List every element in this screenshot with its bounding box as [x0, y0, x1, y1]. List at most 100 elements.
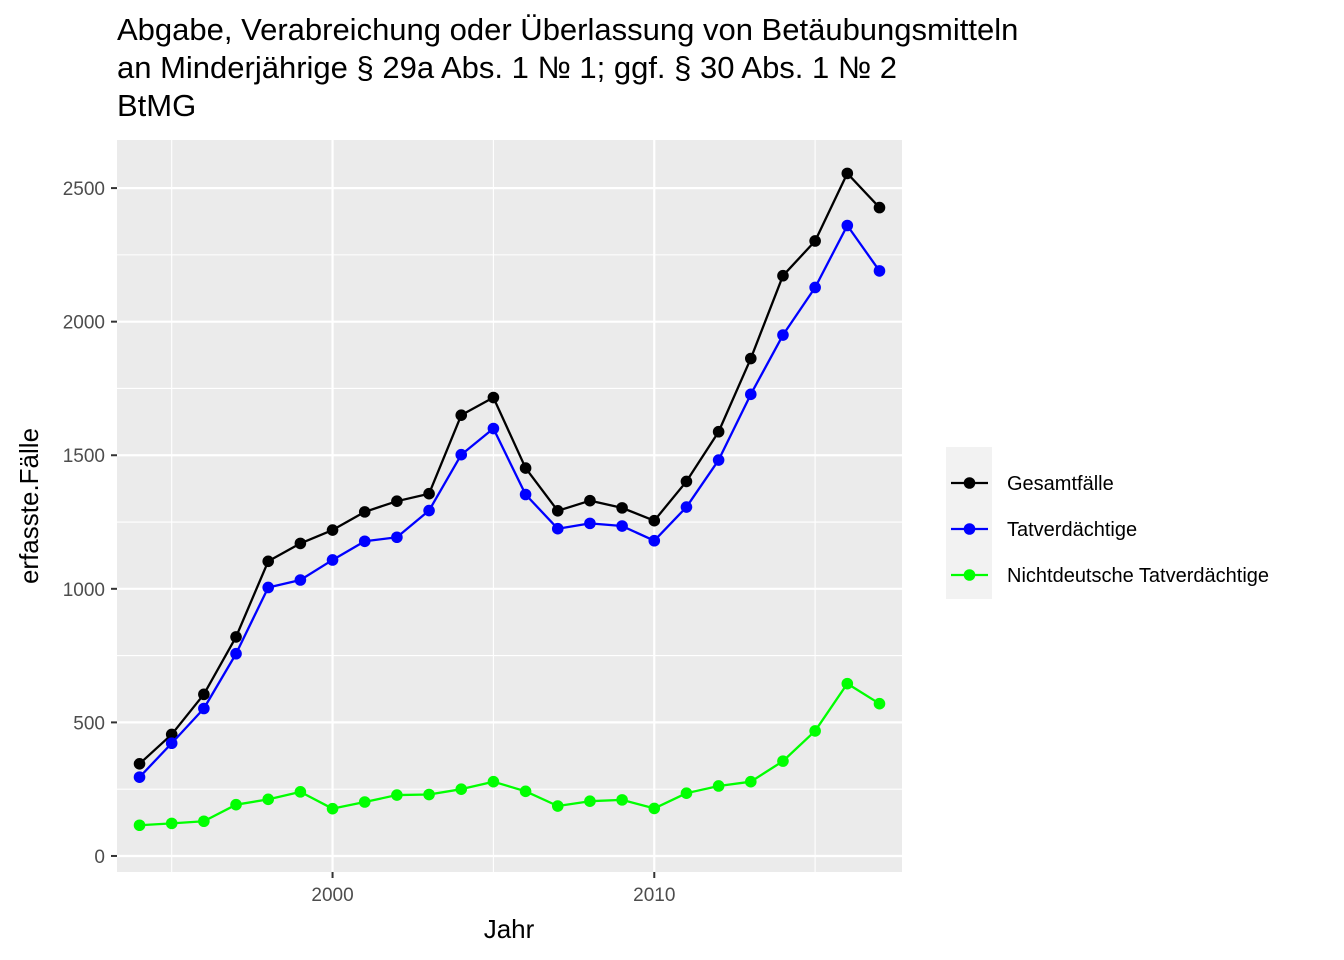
- x-tick-label: 2000: [311, 885, 353, 906]
- data-point: [262, 581, 275, 594]
- data-point: [262, 555, 275, 568]
- data-point: [584, 517, 596, 530]
- legend-label-nichtdeutsche-tatverdaechtige: Nichtdeutsche Tatverdächtige: [1007, 565, 1269, 587]
- data-point: [391, 789, 403, 801]
- data-point: [133, 819, 146, 832]
- data-point: [455, 448, 468, 461]
- data-point: [841, 219, 854, 232]
- data-point: [777, 329, 789, 341]
- data-point: [873, 265, 886, 277]
- data-point: [165, 737, 178, 750]
- x-tick-label: 2010: [633, 885, 675, 906]
- y-axis-title: erfasste.Fälle: [14, 428, 44, 584]
- data-point: [744, 775, 757, 788]
- data-point: [809, 281, 821, 294]
- data-point: [423, 487, 435, 500]
- data-point: [358, 796, 371, 808]
- y-tick-label: 0: [94, 847, 105, 868]
- y-tick-label: 1500: [63, 446, 105, 467]
- data-point: [230, 631, 242, 643]
- minor-gridlines: [117, 140, 902, 872]
- series-line: [138, 172, 881, 765]
- data-point: [133, 771, 146, 783]
- data-point: [744, 352, 757, 365]
- data-point: [198, 688, 210, 701]
- series-1: [133, 167, 886, 770]
- data-point: [326, 524, 339, 536]
- data-point: [809, 725, 821, 737]
- series-line: [138, 224, 881, 778]
- plot-panel: [117, 140, 902, 872]
- data-point: [777, 755, 789, 767]
- data-point: [519, 785, 532, 798]
- data-point: [680, 475, 693, 488]
- data-point: [519, 488, 532, 501]
- data-point: [648, 534, 661, 547]
- chart-title-line-3: BtMG: [117, 88, 196, 123]
- y-tick-label: 2500: [63, 179, 105, 200]
- data-point: [165, 728, 178, 741]
- data-point: [616, 502, 628, 514]
- y-tick-label: 2000: [63, 313, 105, 334]
- legend-label-tatverdaechtige: Tatverdächtige: [1007, 519, 1137, 541]
- x-axis-title: Jahr: [484, 914, 535, 944]
- data-point: [326, 802, 339, 815]
- data-point: [841, 167, 854, 180]
- data-point: [455, 409, 468, 421]
- data-point: [873, 201, 886, 214]
- data-point: [712, 780, 725, 792]
- data-point: [487, 422, 500, 435]
- legend-label-gesamtfaelle: Gesamtfälle: [1007, 473, 1114, 495]
- data-point: [551, 505, 564, 517]
- data-point: [358, 506, 371, 518]
- legend-key-point: [963, 569, 976, 581]
- data-point: [133, 758, 146, 770]
- chart-title-line-1: Abgabe, Verabreichung oder Überlassung v…: [117, 12, 1018, 47]
- series-layer: [133, 167, 886, 832]
- data-point: [584, 494, 596, 507]
- y-tick-label: 500: [73, 713, 105, 734]
- data-point: [680, 501, 693, 513]
- data-point: [551, 522, 564, 535]
- series-3: [133, 677, 886, 832]
- data-point: [584, 795, 596, 808]
- data-point: [358, 535, 371, 548]
- legend-keys: [951, 477, 988, 581]
- data-point: [294, 537, 307, 550]
- data-point: [777, 269, 789, 282]
- legend: Gesamtfälle Tatverdächtige Nichtdeutsche…: [946, 447, 1269, 599]
- data-point: [455, 783, 468, 795]
- data-point: [326, 554, 339, 566]
- data-point: [198, 702, 210, 715]
- data-point: [230, 798, 242, 811]
- data-point: [873, 697, 886, 710]
- data-point: [648, 802, 661, 815]
- data-point: [616, 520, 628, 532]
- data-point: [230, 647, 242, 660]
- y-tick-label: 1000: [63, 580, 105, 601]
- legend-key-point: [963, 477, 976, 489]
- data-point: [423, 504, 435, 517]
- chart-title-line-2: an Minderjährige § 29a Abs. 1 № 1; ggf. …: [117, 50, 897, 85]
- chart-title: Abgabe, Verabreichung oder Überlassung v…: [117, 12, 1018, 123]
- data-point: [712, 454, 725, 466]
- data-point: [519, 462, 532, 474]
- data-point: [487, 391, 500, 404]
- data-point: [744, 388, 757, 401]
- series-2: [133, 219, 886, 783]
- data-point: [391, 531, 403, 544]
- data-point: [423, 788, 435, 801]
- data-point: [487, 775, 500, 788]
- data-point: [680, 787, 693, 799]
- axes-layer: 2000 2010 0 500 1000 1500 2000 2500: [63, 179, 676, 906]
- data-point: [551, 800, 564, 812]
- data-point: [165, 817, 178, 830]
- data-point: [294, 574, 307, 586]
- data-point: [294, 786, 307, 798]
- data-point: [712, 425, 725, 438]
- data-point: [809, 235, 821, 247]
- data-point: [841, 677, 854, 690]
- major-gridlines: [117, 140, 902, 872]
- data-point: [262, 793, 275, 806]
